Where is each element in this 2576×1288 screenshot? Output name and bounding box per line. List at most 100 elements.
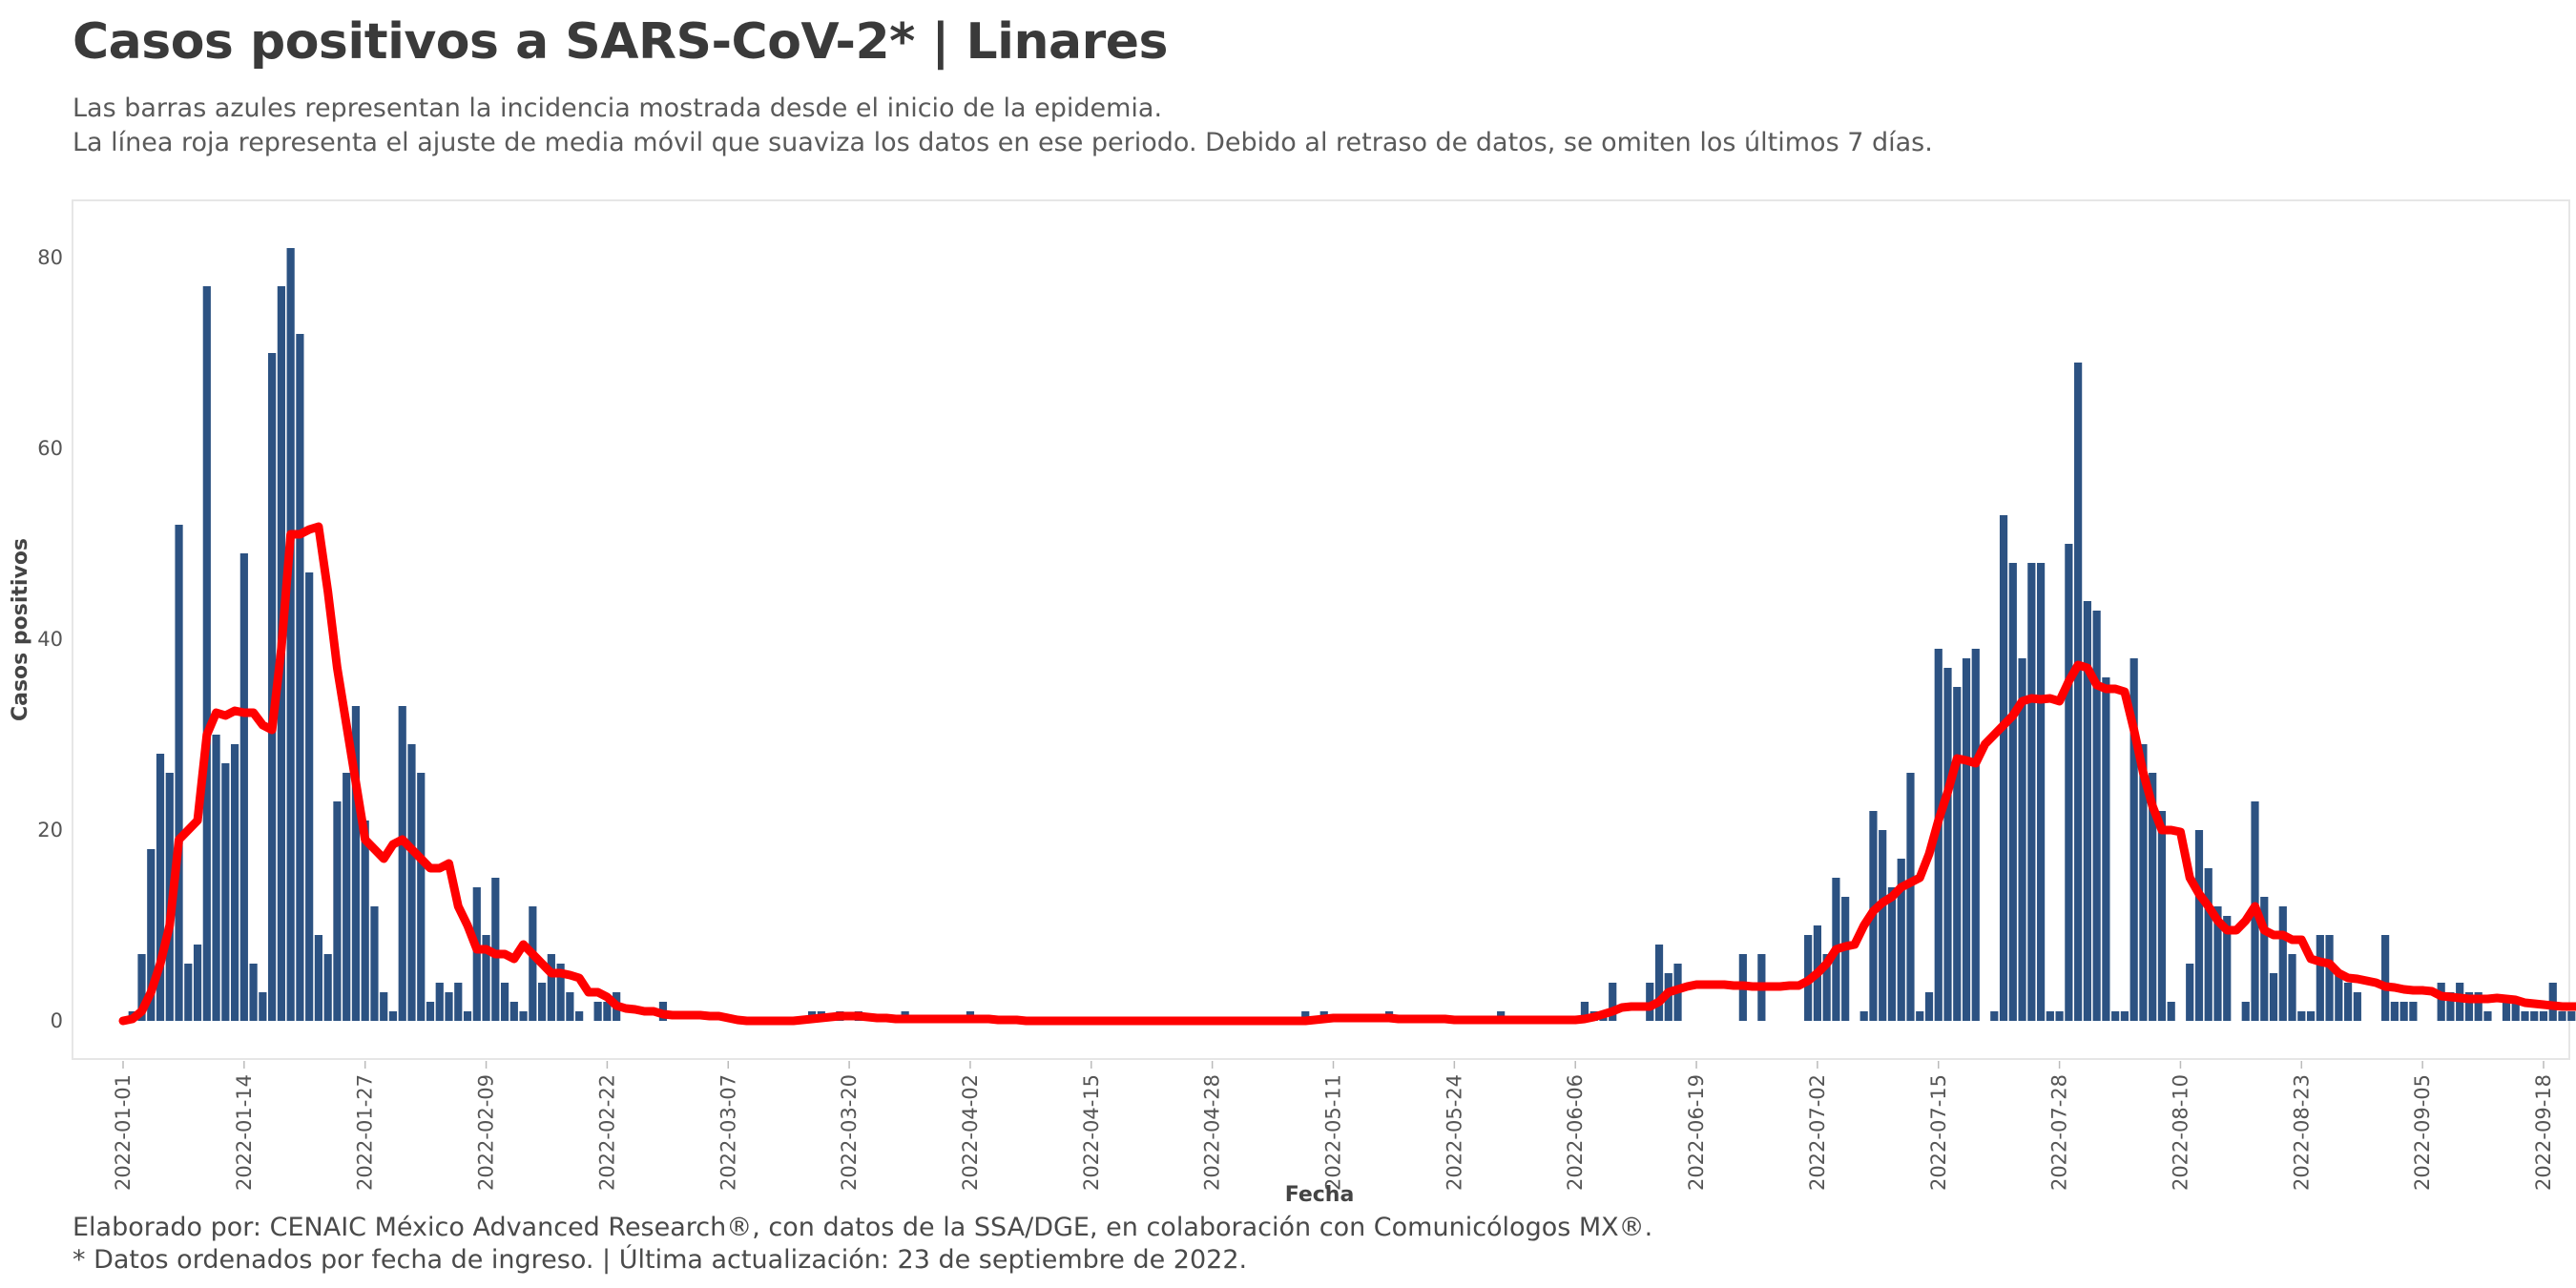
bar (380, 992, 388, 1021)
bar (1906, 773, 1915, 1021)
bar (1822, 954, 1831, 1021)
bar (2297, 1011, 2306, 1021)
bar (2102, 677, 2110, 1021)
bar (2149, 773, 2157, 1021)
bar (175, 525, 183, 1021)
bar (156, 754, 165, 1021)
bar (2390, 1002, 2399, 1021)
bar (482, 935, 490, 1021)
bar (407, 744, 416, 1021)
footer-credit: Elaborado por: CENAIC México Advanced Re… (73, 1213, 1653, 1242)
bar (2521, 1011, 2529, 1021)
bar (2278, 906, 2287, 1021)
bar (454, 983, 463, 1021)
y-axis-label: Casos positivos (9, 538, 32, 721)
x-tick-label: 2022-06-06 (1564, 1074, 1587, 1191)
y-tick-label: 40 (37, 628, 63, 651)
bar (2539, 1011, 2548, 1021)
bar (2213, 906, 2222, 1021)
bar (398, 706, 406, 1021)
bar (1953, 687, 1962, 1021)
x-tick-label: 2022-09-18 (2532, 1074, 2555, 1191)
bar (2399, 1002, 2408, 1021)
bar (343, 773, 351, 1021)
bar (2381, 935, 2390, 1021)
bar (2288, 954, 2296, 1021)
x-tick-label: 2022-02-22 (595, 1074, 618, 1191)
bar (230, 744, 239, 1021)
bar (556, 964, 565, 1021)
bar (1301, 1011, 1310, 1021)
y-tick-label: 20 (37, 819, 63, 841)
bar (212, 735, 220, 1021)
bar (137, 954, 146, 1021)
bar (296, 334, 304, 1021)
bar (2269, 973, 2278, 1021)
bar (1943, 668, 1952, 1021)
bar (2316, 935, 2324, 1021)
footer-note: * Datos ordenados por fecha de ingreso. … (73, 1245, 1248, 1275)
bar (519, 1011, 528, 1021)
bar (249, 964, 258, 1021)
bar (1916, 1011, 1924, 1021)
x-tick-label: 2022-06-19 (1685, 1074, 1708, 1191)
bar (2111, 1011, 2120, 1021)
x-tick-label: 2022-01-14 (233, 1074, 256, 1191)
y-tick-label: 80 (37, 246, 63, 269)
bar (2558, 1011, 2566, 1021)
bar (388, 1011, 398, 1021)
y-tick-label: 0 (51, 1009, 63, 1032)
bar (2446, 992, 2455, 1021)
bar (2335, 973, 2343, 1021)
bar (361, 821, 369, 1021)
x-tick-label: 2022-04-28 (1201, 1074, 1224, 1191)
bar (2483, 1011, 2492, 1021)
bar (2343, 983, 2353, 1021)
bar (445, 992, 453, 1021)
chart-subtitle-line-1: Las barras azules representan la inciden… (73, 93, 1163, 123)
bar (417, 773, 426, 1021)
bar (314, 935, 323, 1021)
bar (2186, 964, 2194, 1021)
bar (2008, 563, 2017, 1021)
bar (2167, 1002, 2175, 1021)
bar (147, 849, 156, 1021)
x-axis-label: Fecha (1285, 1183, 1355, 1207)
bar (2511, 1002, 2520, 1021)
bar (2437, 983, 2445, 1021)
bar (323, 954, 332, 1021)
bar (202, 286, 211, 1021)
bar (603, 1002, 612, 1021)
bar (593, 1002, 602, 1021)
bar (1580, 1002, 1589, 1021)
bar (2055, 1011, 2064, 1021)
bar (2120, 1011, 2129, 1021)
bar (370, 906, 379, 1021)
bar (547, 954, 555, 1021)
x-tick-label: 2022-08-10 (2169, 1074, 2192, 1191)
x-tick-label: 2022-01-01 (112, 1074, 135, 1191)
bar (305, 572, 314, 1021)
bar (1859, 1011, 1868, 1021)
bar (1841, 897, 1850, 1021)
x-tick-label: 2022-03-07 (717, 1074, 739, 1191)
chart-subtitle-line-2: La línea roja representa el ajuste de me… (73, 128, 1933, 157)
bar (1971, 649, 1980, 1021)
bar (1897, 859, 1905, 1021)
x-tick-label: 2022-07-02 (1806, 1074, 1829, 1191)
bar (351, 706, 361, 1021)
bar (2194, 830, 2204, 1021)
bar (259, 992, 267, 1021)
bar (1609, 983, 1617, 1021)
bar (2018, 658, 2026, 1021)
bar (239, 553, 248, 1021)
bar (221, 763, 230, 1021)
bar (2223, 916, 2232, 1021)
bar (1999, 515, 2008, 1021)
x-tick-label: 2022-02-09 (475, 1074, 498, 1191)
x-tick-label: 2022-01-27 (354, 1074, 377, 1191)
bar (2306, 1011, 2316, 1021)
bar (286, 248, 295, 1021)
x-tick-label: 2022-04-02 (959, 1074, 982, 1191)
